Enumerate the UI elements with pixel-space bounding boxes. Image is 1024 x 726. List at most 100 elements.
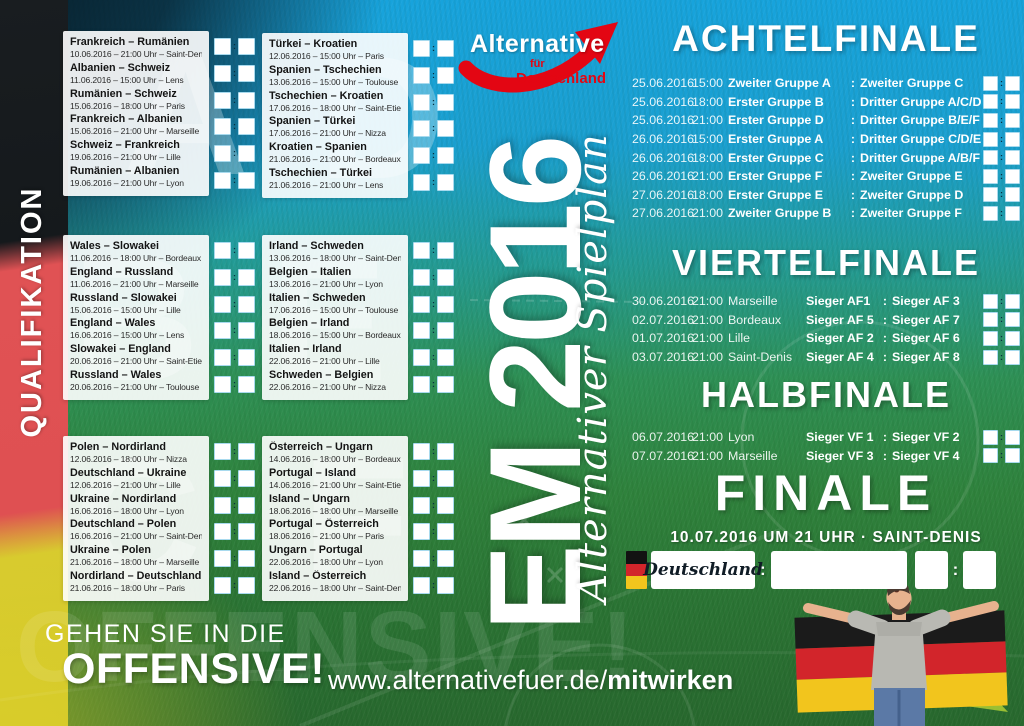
match-teams: Nordirland – Deutschland	[70, 569, 202, 582]
score-box	[214, 145, 231, 162]
score-box	[437, 349, 454, 366]
match-row: Spanien – Tschechien 13.06.2016 – 15:00 U…	[269, 64, 401, 90]
match-date: 25.06.2016	[632, 76, 695, 91]
score-pair: :	[983, 429, 1020, 445]
match-colon: :	[850, 132, 856, 147]
match-row: Italien – Schweden 17.06.2016 – 15:00 Uhr…	[269, 292, 401, 318]
score-box	[413, 173, 430, 191]
score-box	[1005, 75, 1020, 91]
score-colon: :	[233, 245, 236, 255]
score-colon: :	[432, 446, 435, 456]
match-row: Russland – Slowakei 15.06.2016 – 15:00 Uh…	[70, 292, 202, 318]
score-colon: :	[432, 472, 435, 483]
score-box	[1005, 349, 1020, 365]
match-home: Sieger AF1	[806, 294, 871, 309]
match-away: Sieger VF 4	[892, 448, 960, 463]
score-box	[437, 443, 454, 460]
footer-url-bold[interactable]: mitwirken	[607, 665, 734, 695]
score-pair: :	[983, 312, 1020, 328]
match-venue: Bordeaux	[728, 312, 782, 327]
score-box	[214, 242, 231, 259]
score-box	[413, 120, 430, 138]
match-details: 11.06.2016 – 21:00 Uhr – Marseille	[70, 278, 199, 289]
match-details: 21.06.2016 – 21:00 Uhr – Bordeaux	[269, 154, 401, 165]
score-box	[238, 496, 255, 514]
score-box	[238, 64, 255, 82]
finale-match-row: Deutschland : :	[626, 551, 997, 589]
score-pair: :	[214, 118, 255, 136]
footer-url[interactable]: www.alternativefuer.de/mitwirken	[328, 665, 733, 696]
match-row: Schweiz – Frankreich 19.06.2016 – 21:00 U…	[70, 139, 202, 165]
match-row: Ukraine – Nordirland 16.06.2016 – 18:00 U…	[70, 493, 202, 519]
match-row: Rumänien – Albanien 19.06.2016 – 21:00 Uh…	[70, 165, 202, 191]
match-details: 22.06.2016 – 21:00 Uhr – Nizza	[269, 381, 386, 392]
match-row: Polen – Nordirland 12.06.2016 – 18:00 Uhr…	[70, 441, 202, 467]
score-colon: :	[432, 43, 435, 53]
score-box	[214, 118, 231, 136]
match-row: Belgien – Irland 18.06.2016 – 15:00 Uhr –…	[269, 317, 401, 343]
match-details: 13.06.2016 – 21:00 Uhr – Lyon	[269, 278, 383, 289]
match-details: 16.06.2016 – 15:00 Uhr – Lens	[70, 330, 185, 341]
score-box	[437, 496, 454, 514]
finale-opponent-blank	[770, 551, 907, 589]
match-time: 21:00	[692, 448, 724, 463]
match-teams: Albanien – Schweiz	[70, 61, 171, 74]
score-pair: :	[413, 147, 454, 164]
knockout-row: 25.06.2016 15:00 Zweiter Gruppe A: Zweiter …	[632, 74, 1020, 93]
match-teams: Kroatien – Spanien	[269, 141, 367, 154]
score-box	[983, 205, 998, 221]
score-box	[214, 38, 231, 55]
match-time: 18:00	[692, 187, 724, 202]
match-details: 18.06.2016 – 15:00 Uhr – Bordeaux	[269, 330, 401, 341]
match-teams: Belgien – Irland	[269, 317, 350, 330]
score-pair: :	[983, 330, 1020, 346]
match-venue: Lyon	[728, 430, 755, 445]
score-pair: :	[413, 496, 454, 514]
group-c-block: Polen – Nordirland 12.06.2016 – 18:00 Uhr…	[63, 436, 255, 601]
score-pair: :	[214, 469, 255, 487]
score-box	[437, 576, 454, 594]
match-venue: Marseille	[728, 448, 778, 463]
score-colon: :	[432, 245, 435, 255]
match-teams: Island – Österreich	[269, 569, 367, 582]
match-teams: Russland – Wales	[70, 368, 162, 381]
score-colon: :	[233, 121, 236, 132]
score-box	[983, 112, 998, 128]
match-details: 12.06.2016 – 21:00 Uhr – Lille	[70, 479, 181, 490]
score-pair: :	[214, 375, 255, 393]
match-date: 27.06.2016	[632, 187, 695, 202]
logo-line1: Alternative	[470, 30, 605, 58]
score-pair: :	[983, 150, 1020, 166]
score-box	[437, 147, 454, 164]
score-box	[238, 469, 255, 487]
score-pair: :	[413, 469, 454, 487]
match-details: 14.06.2016 – 18:00 Uhr – Bordeaux	[269, 454, 401, 464]
score-box	[983, 312, 998, 328]
score-box	[437, 173, 454, 191]
score-pair: :	[983, 168, 1020, 184]
group-score-column: ::::::	[413, 235, 454, 400]
match-time: 21:00	[692, 350, 724, 365]
score-box	[214, 268, 231, 286]
knockout-row: 25.06.2016 21:00 Erster Gruppe D: Dritter G…	[632, 111, 1020, 130]
knockout-row: 03.07.2016 21:00 Saint-Denis Sieger AF 4: Si…	[632, 348, 1020, 367]
score-colon: :	[432, 553, 435, 563]
footer-url-normal[interactable]: www.alternativefuer.de/	[328, 665, 608, 695]
score-colon: :	[432, 378, 435, 389]
match-colon: :	[882, 294, 888, 309]
group-card: Irland – Schweden 13.06.2016 – 18:00 Uhr …	[262, 235, 408, 400]
match-home: Sieger VF 1	[806, 430, 874, 445]
match-details: 14.06.2016 – 21:00 Uhr – Saint-Etienne	[269, 479, 401, 490]
score-colon: :	[233, 499, 236, 510]
match-teams: Deutschland – Polen	[70, 518, 177, 531]
finale-title: FINALE	[714, 465, 938, 521]
knockout-section: ACHTELFINALE 25.06.2016 15:00 Zweiter Grup…	[628, 0, 1024, 620]
score-colon: :	[1000, 314, 1003, 325]
match-date: 06.07.2016	[632, 430, 695, 445]
score-pair: :	[214, 242, 255, 259]
match-row: Spanien – Türkei 17.06.2016 – 21:00 Uhr –…	[269, 115, 401, 141]
score-colon: :	[432, 150, 435, 160]
match-away: Zweiter Gruppe D	[860, 187, 964, 202]
match-row: Deutschland – Ukraine 12.06.2016 – 21:00 …	[70, 467, 202, 493]
knockout-row: 27.06.2016 18:00 Erster Gruppe E: Zweiter G…	[632, 186, 1020, 205]
